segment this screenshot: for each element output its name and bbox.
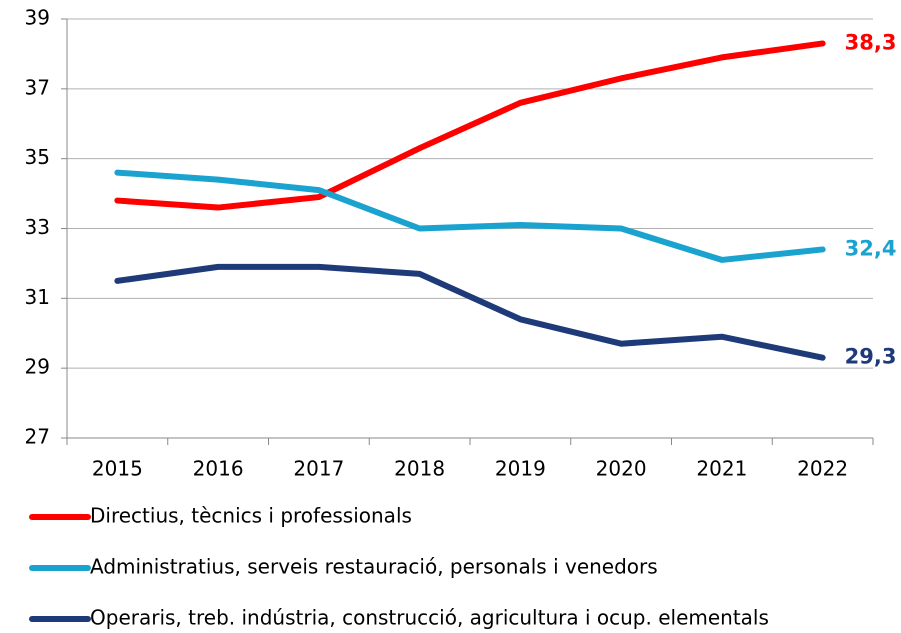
x-tick-label: 2016 <box>193 457 244 481</box>
value-label: 38,3 <box>845 30 897 54</box>
y-tick-label: 29 <box>25 355 50 379</box>
x-tick-label: 2015 <box>92 457 143 481</box>
line <box>114 263 826 361</box>
y-tick-label: 35 <box>25 145 50 169</box>
x-tick-label: 2021 <box>696 457 747 481</box>
legend-label: Directius, tècnics i professionals <box>90 504 412 528</box>
x-tick-label: 2017 <box>293 457 344 481</box>
value-label: 29,3 <box>845 345 897 369</box>
y-tick-label: 39 <box>25 6 50 30</box>
x-tick-label: 2018 <box>394 457 445 481</box>
y-tick-label: 37 <box>25 75 50 99</box>
value-label: 32,4 <box>845 236 897 260</box>
legend-label: Administratius, serveis restauració, per… <box>90 555 658 579</box>
y-tick-label: 33 <box>25 215 50 239</box>
line <box>114 40 826 211</box>
x-tick-label: 2022 <box>797 457 848 481</box>
y-tick-label: 31 <box>25 285 50 309</box>
x-tick-label: 2019 <box>495 457 546 481</box>
legend-label: Operaris, treb. indústria, construcció, … <box>90 606 769 630</box>
x-tick-label: 2020 <box>596 457 647 481</box>
line <box>114 169 826 263</box>
y-tick-label: 27 <box>25 425 50 449</box>
